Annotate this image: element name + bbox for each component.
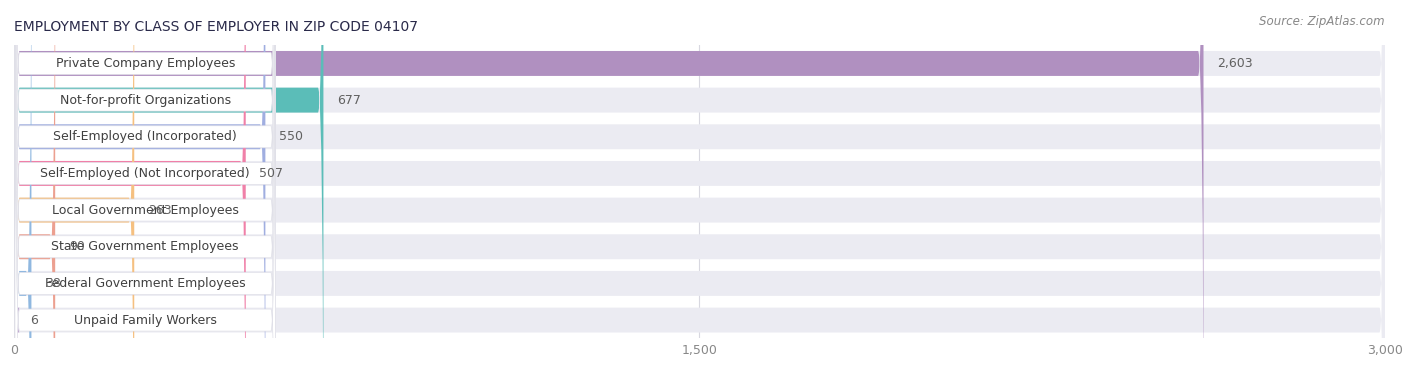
FancyBboxPatch shape (14, 0, 1385, 376)
Text: State Government Employees: State Government Employees (52, 240, 239, 253)
FancyBboxPatch shape (14, 0, 266, 376)
FancyBboxPatch shape (14, 0, 1385, 376)
Text: Federal Government Employees: Federal Government Employees (45, 277, 246, 290)
Text: Source: ZipAtlas.com: Source: ZipAtlas.com (1260, 15, 1385, 28)
FancyBboxPatch shape (14, 0, 246, 376)
Text: Local Government Employees: Local Government Employees (52, 203, 239, 217)
Text: Private Company Employees: Private Company Employees (55, 57, 235, 70)
Text: 2,603: 2,603 (1218, 57, 1253, 70)
FancyBboxPatch shape (14, 0, 1385, 376)
FancyBboxPatch shape (15, 0, 276, 376)
Text: EMPLOYMENT BY CLASS OF EMPLOYER IN ZIP CODE 04107: EMPLOYMENT BY CLASS OF EMPLOYER IN ZIP C… (14, 20, 418, 34)
Text: 550: 550 (278, 130, 304, 143)
Text: Self-Employed (Incorporated): Self-Employed (Incorporated) (53, 130, 238, 143)
FancyBboxPatch shape (15, 0, 276, 376)
FancyBboxPatch shape (14, 0, 55, 376)
FancyBboxPatch shape (14, 0, 1385, 376)
FancyBboxPatch shape (14, 0, 1385, 376)
FancyBboxPatch shape (14, 0, 1385, 376)
FancyBboxPatch shape (11, 0, 20, 376)
Text: 677: 677 (337, 94, 361, 107)
Text: Not-for-profit Organizations: Not-for-profit Organizations (59, 94, 231, 107)
Text: 263: 263 (148, 203, 172, 217)
FancyBboxPatch shape (15, 0, 276, 376)
FancyBboxPatch shape (15, 0, 276, 376)
FancyBboxPatch shape (15, 0, 276, 376)
FancyBboxPatch shape (14, 0, 1204, 376)
FancyBboxPatch shape (14, 0, 31, 376)
Text: 38: 38 (45, 277, 60, 290)
FancyBboxPatch shape (15, 0, 276, 376)
FancyBboxPatch shape (15, 0, 276, 376)
Text: Unpaid Family Workers: Unpaid Family Workers (73, 314, 217, 327)
Text: Self-Employed (Not Incorporated): Self-Employed (Not Incorporated) (41, 167, 250, 180)
Text: 90: 90 (69, 240, 84, 253)
FancyBboxPatch shape (14, 0, 1385, 376)
FancyBboxPatch shape (14, 0, 1385, 376)
Text: 507: 507 (260, 167, 284, 180)
FancyBboxPatch shape (14, 0, 134, 376)
FancyBboxPatch shape (15, 0, 276, 376)
Text: 6: 6 (31, 314, 38, 327)
FancyBboxPatch shape (14, 0, 323, 376)
